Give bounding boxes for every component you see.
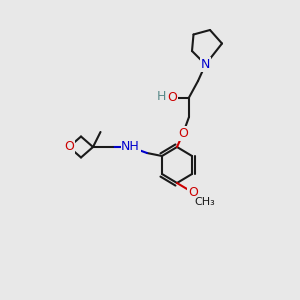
- Text: CH₃: CH₃: [194, 197, 215, 207]
- Text: O: O: [188, 185, 198, 199]
- Text: H: H: [157, 90, 166, 104]
- Text: O: O: [168, 91, 177, 104]
- Text: NH: NH: [121, 140, 140, 154]
- Text: O: O: [178, 127, 188, 140]
- Text: N: N: [201, 58, 210, 71]
- Text: O: O: [64, 140, 74, 154]
